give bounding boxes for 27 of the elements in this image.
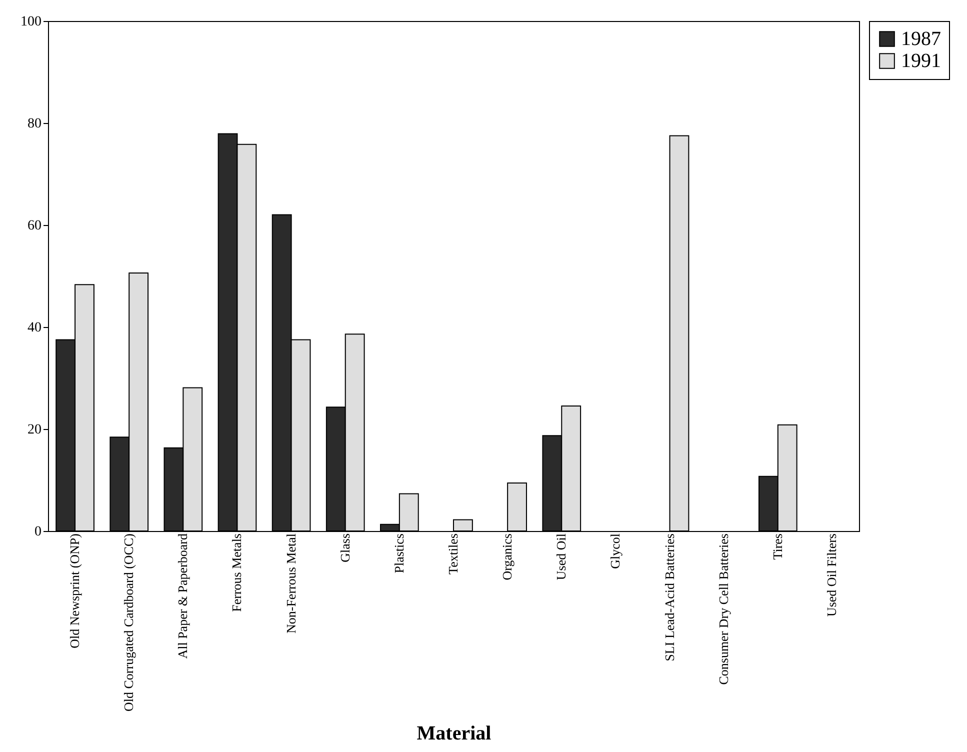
x-tick-label: Textiles	[446, 534, 460, 574]
bar	[507, 482, 527, 532]
y-tick-label: 20	[28, 422, 42, 438]
y-tick-label: 80	[28, 116, 42, 132]
x-tick-label: Glass	[337, 534, 352, 562]
x-tick-label: Used Oil	[554, 533, 569, 580]
y-tick-label: 60	[28, 218, 42, 234]
x-tick-label: Used Oil Filters	[824, 534, 839, 617]
x-tick-label: Glycol	[608, 533, 623, 569]
x-tick-label: Consumer Dry Cell Batteries	[716, 534, 731, 685]
x-tick-label: Non-Ferrous Metal	[283, 533, 298, 634]
bar	[669, 135, 690, 532]
x-tick-label: Organics	[500, 534, 515, 580]
x-axis-title: Material	[416, 722, 492, 744]
x-tick-label: Plastics	[391, 534, 406, 574]
y-tick-label: 0	[34, 524, 42, 540]
x-tick-label: Old Corrugated Cardboard (OCC)	[121, 534, 136, 712]
x-tick-label: Ferrous Metals	[229, 534, 244, 612]
legend-label: 1991	[901, 50, 941, 72]
x-tick-label: Old Newsprint (ONP)	[67, 534, 82, 648]
y-tick-label: 40	[28, 320, 42, 336]
y-tick-label: 100	[20, 14, 42, 30]
legend-label: 1987	[901, 28, 941, 50]
x-tick-label: Tires	[770, 534, 785, 560]
bar	[453, 519, 473, 532]
x-tick-label: SLI Lead-Acid Batteries	[662, 534, 677, 662]
x-tick-label: All Paper & Paperboard	[175, 533, 190, 659]
